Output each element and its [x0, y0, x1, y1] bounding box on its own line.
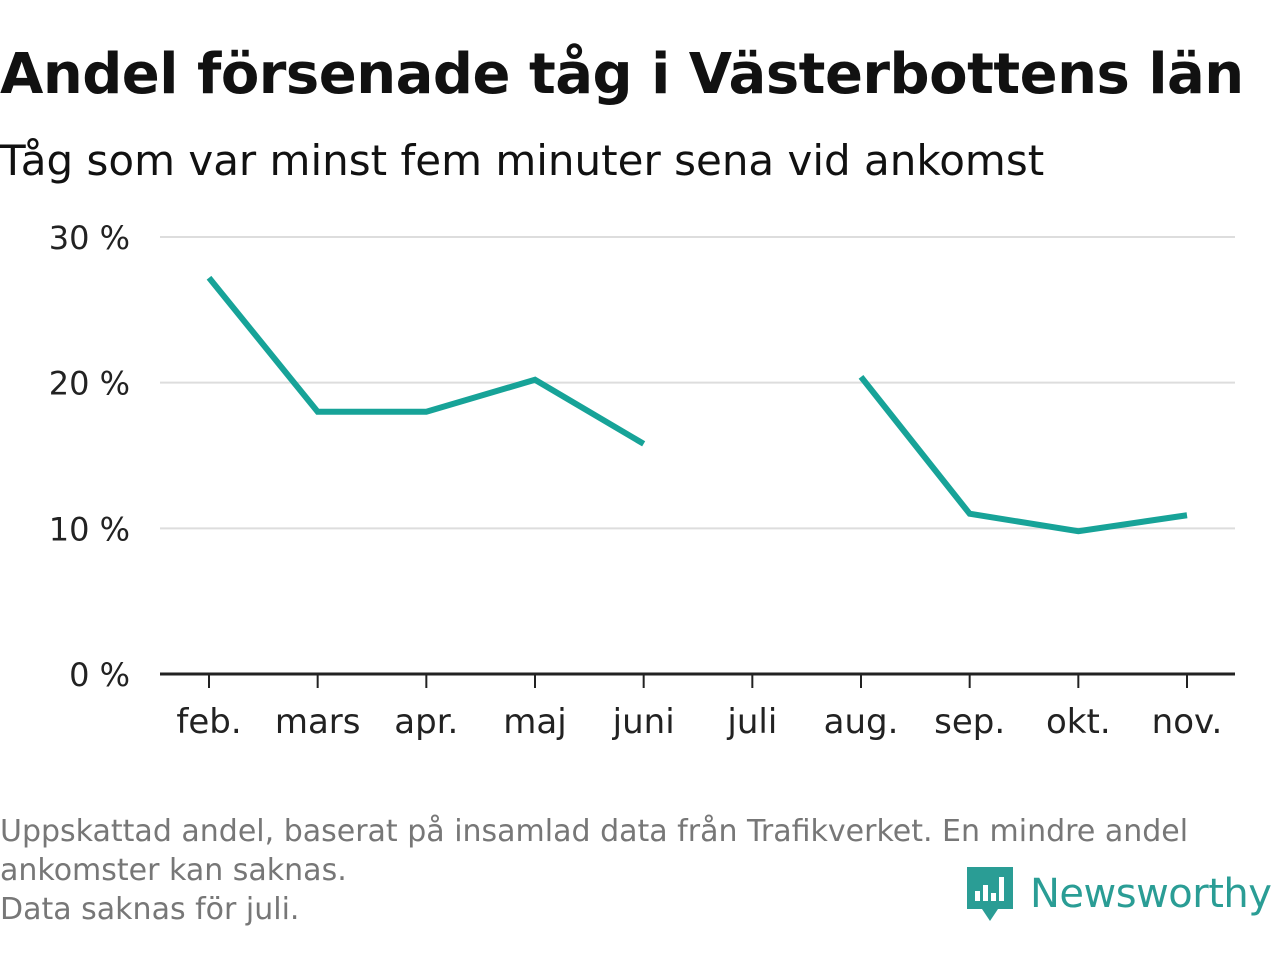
y-tick-label: 30 %	[49, 219, 130, 257]
data-point	[315, 409, 321, 415]
x-tick-label: mars	[275, 702, 361, 742]
footnote-line: Uppskattad andel, baserat på insamlad da…	[0, 814, 1189, 849]
y-tick-label: 10 %	[49, 510, 130, 548]
x-tick-label: aug.	[824, 702, 899, 742]
footnote-line: ankomster kan saknas.	[0, 853, 347, 888]
line-chart: 0 % 10 % 20 % 30 % feb. mars apr. maj juni juli au…	[49, 219, 1235, 742]
footnote-line: Data saknas för juli.	[0, 892, 300, 927]
data-point	[1075, 528, 1081, 534]
data-point	[206, 275, 212, 281]
data-point	[423, 409, 429, 415]
data-point	[1184, 512, 1190, 518]
x-tick-label: feb.	[176, 702, 241, 742]
x-tick-label: nov.	[1152, 702, 1223, 742]
data-point	[532, 377, 538, 383]
x-tick-label: maj	[503, 702, 566, 742]
chart-title: Andel försenade tåg i Västerbottens län	[0, 42, 1244, 107]
brand-name: Newsworthy	[1030, 871, 1272, 917]
x-tick-label: sep.	[934, 702, 1005, 742]
y-tick-label: 20 %	[49, 365, 130, 403]
data-point	[967, 511, 973, 517]
x-tick-label: okt.	[1046, 702, 1111, 742]
series-line	[206, 275, 646, 447]
x-tick-label: apr.	[394, 702, 458, 742]
series-line	[858, 374, 1188, 535]
y-tick-label: 0 %	[69, 656, 130, 694]
brand-logo: Newsworthy	[964, 864, 1272, 924]
footnote: Uppskattad andel, baserat på insamlad da…	[0, 812, 1270, 929]
newsworthy-logo-icon	[967, 867, 1013, 921]
x-tick-label: juni	[612, 702, 675, 742]
x-tick-label: juli	[726, 702, 777, 742]
data-point	[858, 374, 864, 380]
data-point	[641, 441, 647, 447]
chart-subtitle: Tåg som var minst fem minuter sena vid a…	[0, 136, 1045, 185]
